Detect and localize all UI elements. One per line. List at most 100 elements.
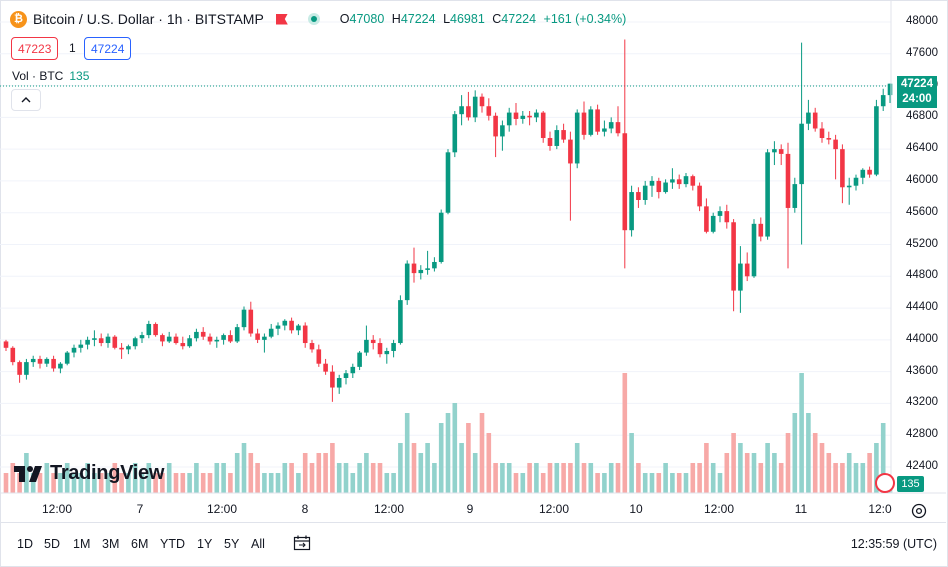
candle: [3, 339, 9, 351]
symbol-title[interactable]: Bitcoin / U.S. Dollar · 1h · BITSTAMP: [33, 11, 264, 27]
volume-bar: [636, 463, 641, 493]
candle: [724, 204, 730, 229]
candle-body: [350, 366, 356, 374]
volume-legend: Vol · BTC 135: [12, 69, 90, 83]
range-button-all[interactable]: All: [251, 537, 265, 551]
candle: [540, 111, 546, 143]
candle: [493, 112, 498, 158]
candle: [173, 333, 179, 345]
candle: [10, 346, 16, 366]
candle-body: [642, 185, 648, 200]
candle: [126, 344, 131, 355]
volume-bar: [554, 463, 560, 493]
candle: [663, 179, 668, 194]
range-button-1y[interactable]: 1Y: [197, 537, 213, 551]
candle-body: [602, 128, 607, 132]
sell-button[interactable]: 47223: [11, 37, 59, 60]
candle-body: [534, 112, 539, 118]
volume-bar: [3, 473, 9, 493]
settings-gear-icon[interactable]: [910, 502, 928, 520]
volume-bar: [486, 433, 492, 493]
candle: [166, 331, 172, 344]
candle: [296, 323, 301, 336]
candle-body: [187, 338, 192, 347]
candle: [670, 168, 675, 189]
volume-bar: [64, 463, 70, 493]
range-button-3m[interactable]: 3M: [102, 537, 120, 551]
candle: [731, 219, 736, 312]
range-button-1d[interactable]: 1D: [17, 537, 33, 551]
candle: [24, 358, 29, 380]
candle: [581, 101, 587, 140]
volume-bar: [663, 463, 668, 493]
candle: [615, 106, 621, 137]
candle-body: [724, 211, 730, 223]
candle: [792, 177, 798, 213]
candle-body: [92, 338, 97, 340]
volume-bar: [404, 413, 410, 493]
candle-body: [234, 327, 240, 342]
candle-body: [30, 358, 36, 363]
tradingview-logo[interactable]: TradingView: [14, 462, 164, 485]
volume-bar: [309, 463, 315, 493]
candle: [874, 99, 879, 177]
candle-body: [717, 211, 723, 216]
bottom-toolbar: 1D 5D 1M 3M 6M YTD 1Y 5Y All 12:35:59 (UTC): [0, 522, 946, 566]
volume-bar: [126, 473, 131, 493]
price-axis-label: 45200: [906, 237, 938, 250]
volume-bar: [642, 473, 648, 493]
volume-bar: [418, 453, 424, 493]
range-button-5y[interactable]: 5Y: [224, 537, 240, 551]
candle-body: [697, 185, 702, 207]
candle-body: [758, 223, 764, 237]
close-value: 47224: [501, 12, 537, 26]
chart-plot[interactable]: [0, 0, 948, 522]
volume-bar: [92, 473, 97, 493]
candle: [180, 336, 186, 350]
volume-bar: [683, 473, 689, 493]
range-button-6m[interactable]: 6M: [131, 537, 149, 551]
volume-bar: [255, 463, 260, 493]
candle-body: [418, 269, 424, 274]
last-volume-label: 135: [897, 476, 924, 492]
volume-bar: [615, 463, 621, 493]
symbol-header[interactable]: ₿ Bitcoin / U.S. Dollar · 1h · BITSTAMP …: [10, 9, 626, 29]
volume-bar: [282, 463, 288, 493]
flag-icon[interactable]: [275, 13, 288, 25]
volume-bar: [833, 463, 838, 493]
range-button-5d[interactable]: 5D: [44, 537, 60, 551]
candle: [513, 103, 519, 126]
collapse-legend-button[interactable]: [11, 89, 41, 111]
candle: [649, 176, 655, 197]
range-button-ytd[interactable]: YTD: [160, 537, 185, 551]
time-axis-label: 12:00: [373, 502, 405, 516]
candle-body: [744, 263, 750, 277]
candle-body: [78, 344, 84, 348]
price-candles: [3, 39, 893, 402]
calendar-range-icon[interactable]: [293, 535, 311, 551]
time-axis-label: 11: [794, 502, 808, 516]
candle-body: [840, 149, 845, 188]
candle-body: [357, 352, 362, 367]
volume-bar: [792, 413, 798, 493]
volume-bar: [527, 463, 532, 493]
candle: [316, 344, 322, 367]
candle-body: [139, 335, 145, 339]
candle-body: [479, 96, 485, 107]
candle: [690, 174, 696, 191]
volume-bar: [248, 453, 254, 493]
open-value: 47080: [349, 12, 385, 26]
candle: [228, 330, 233, 344]
utc-clock[interactable]: 12:35:59 (UTC): [850, 537, 937, 551]
candle: [717, 206, 723, 223]
buy-button[interactable]: 47224: [84, 37, 132, 60]
candle-body: [540, 112, 546, 139]
volume-bar: [411, 443, 417, 493]
candle: [676, 174, 682, 189]
candle: [234, 323, 240, 344]
volume-bar: [146, 463, 152, 493]
candle-body: [629, 192, 634, 231]
volume-bar: [540, 473, 546, 493]
candle: [58, 362, 63, 374]
range-button-1m[interactable]: 1M: [73, 537, 91, 551]
